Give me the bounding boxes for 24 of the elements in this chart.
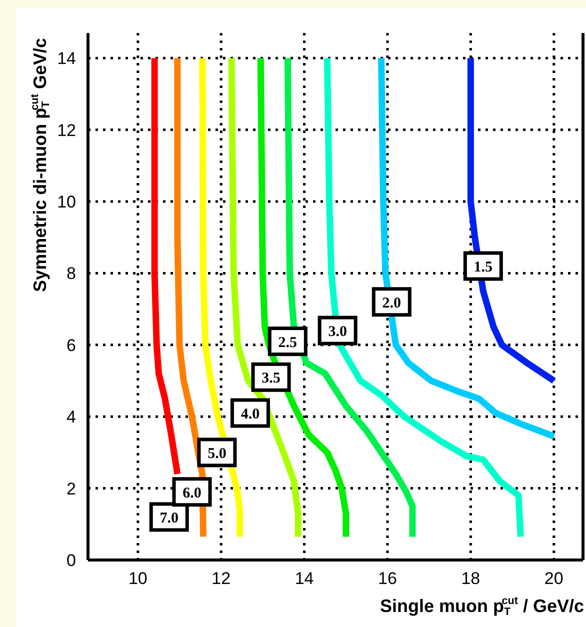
y-tick-label: 4 bbox=[66, 408, 76, 427]
y-tick-label: 10 bbox=[57, 192, 76, 212]
annotation: 6.0 bbox=[182, 485, 202, 502]
x-tick-label: 18 bbox=[461, 569, 480, 588]
annotation: 2.5 bbox=[278, 334, 298, 351]
y-tick-label: 2 bbox=[66, 479, 76, 498]
x-tick-label: 16 bbox=[378, 569, 397, 588]
y-tick-label: 0 bbox=[66, 551, 76, 570]
y-tick-label: 8 bbox=[66, 264, 76, 284]
annotation: 5.0 bbox=[208, 446, 226, 462]
annotation: 3.5 bbox=[262, 370, 280, 387]
y-tick-label: 14 bbox=[57, 49, 76, 68]
annotation: 1.5 bbox=[474, 260, 493, 276]
annotation: 4.0 bbox=[240, 406, 260, 423]
x-axis-title: Single muon p$_{T}$$^{cut}$ / GeV/c bbox=[380, 595, 584, 618]
annotation: 2.0 bbox=[382, 295, 402, 312]
y-tick-label: 6 bbox=[66, 336, 76, 355]
x-tick-label: 14 bbox=[294, 569, 314, 588]
x-tick-label: 10 bbox=[128, 569, 148, 588]
x-tick-label: 20 bbox=[544, 569, 564, 588]
x-tick-label: 12 bbox=[212, 569, 231, 588]
annotation: 3.0 bbox=[328, 324, 347, 340]
y-tick-label: 12 bbox=[57, 120, 76, 140]
annotation: 7.0 bbox=[160, 510, 178, 526]
